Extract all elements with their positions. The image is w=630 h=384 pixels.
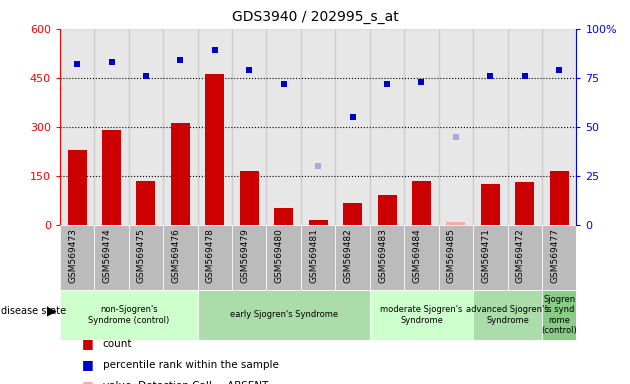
Text: GSM569474: GSM569474: [103, 228, 112, 283]
Bar: [550, 171, 569, 225]
Text: GSM569472: GSM569472: [516, 228, 525, 283]
Bar: [404, 29, 438, 225]
Text: Sjogren
's synd
rome
(control): Sjogren 's synd rome (control): [541, 295, 577, 335]
Text: value, Detection Call = ABSENT: value, Detection Call = ABSENT: [103, 381, 268, 384]
Bar: [473, 225, 508, 290]
Bar: [232, 225, 266, 290]
Bar: [171, 124, 190, 225]
Bar: [343, 204, 362, 225]
Bar: [542, 29, 576, 225]
Bar: [198, 290, 370, 340]
Bar: [473, 290, 542, 340]
Bar: [370, 290, 473, 340]
Text: GSM569477: GSM569477: [550, 228, 559, 283]
Bar: [67, 149, 86, 225]
Bar: [266, 225, 301, 290]
Bar: [137, 180, 156, 225]
Text: advanced Sjogren's
Syndrome: advanced Sjogren's Syndrome: [466, 305, 549, 324]
Text: GSM569479: GSM569479: [240, 228, 249, 283]
Bar: [60, 290, 198, 340]
Text: non-Sjogren's
Syndrome (control): non-Sjogren's Syndrome (control): [88, 305, 169, 324]
Bar: [438, 29, 473, 225]
Bar: [274, 209, 293, 225]
Bar: [309, 220, 328, 225]
Text: GSM569475: GSM569475: [137, 228, 146, 283]
Bar: [94, 225, 129, 290]
Text: GSM569483: GSM569483: [378, 228, 387, 283]
Bar: [240, 171, 259, 225]
Text: count: count: [103, 339, 132, 349]
Bar: [163, 225, 198, 290]
Text: ■: ■: [82, 337, 94, 350]
Bar: [370, 29, 404, 225]
Text: moderate Sjogren's
Syndrome: moderate Sjogren's Syndrome: [381, 305, 462, 324]
Text: GSM569478: GSM569478: [206, 228, 215, 283]
Text: early Sjogren's Syndrome: early Sjogren's Syndrome: [230, 310, 338, 319]
Text: percentile rank within the sample: percentile rank within the sample: [103, 360, 278, 370]
Bar: [163, 29, 198, 225]
Bar: [60, 29, 94, 225]
Bar: [508, 225, 542, 290]
Bar: [129, 29, 163, 225]
Bar: [94, 29, 129, 225]
Bar: [412, 180, 431, 225]
Bar: [301, 225, 335, 290]
Text: GSM569482: GSM569482: [343, 228, 353, 283]
Bar: [335, 29, 370, 225]
Bar: [473, 29, 508, 225]
Bar: [438, 225, 473, 290]
Text: GSM569480: GSM569480: [275, 228, 284, 283]
Text: GSM569471: GSM569471: [481, 228, 490, 283]
Bar: [447, 222, 466, 225]
Text: GSM569481: GSM569481: [309, 228, 318, 283]
Bar: [301, 29, 335, 225]
Text: GSM569473: GSM569473: [68, 228, 77, 283]
Bar: [266, 29, 301, 225]
Bar: [377, 195, 396, 225]
Bar: [481, 184, 500, 225]
Bar: [542, 290, 576, 340]
Text: GSM569485: GSM569485: [447, 228, 456, 283]
Text: GDS3940 / 202995_s_at: GDS3940 / 202995_s_at: [232, 10, 398, 23]
Bar: [508, 29, 542, 225]
Bar: [542, 225, 576, 290]
Bar: [370, 225, 404, 290]
Bar: [515, 182, 534, 225]
Bar: [335, 225, 370, 290]
Bar: [60, 225, 94, 290]
Bar: [404, 225, 438, 290]
Text: disease state: disease state: [1, 306, 66, 316]
Text: ■: ■: [82, 358, 94, 371]
Bar: [232, 29, 266, 225]
Bar: [205, 74, 224, 225]
Text: ▶: ▶: [47, 305, 57, 318]
Bar: [102, 130, 121, 225]
Text: GSM569476: GSM569476: [171, 228, 180, 283]
Text: GSM569484: GSM569484: [413, 228, 421, 283]
Bar: [129, 225, 163, 290]
Bar: [198, 225, 232, 290]
Bar: [198, 29, 232, 225]
Text: ■: ■: [82, 379, 94, 384]
